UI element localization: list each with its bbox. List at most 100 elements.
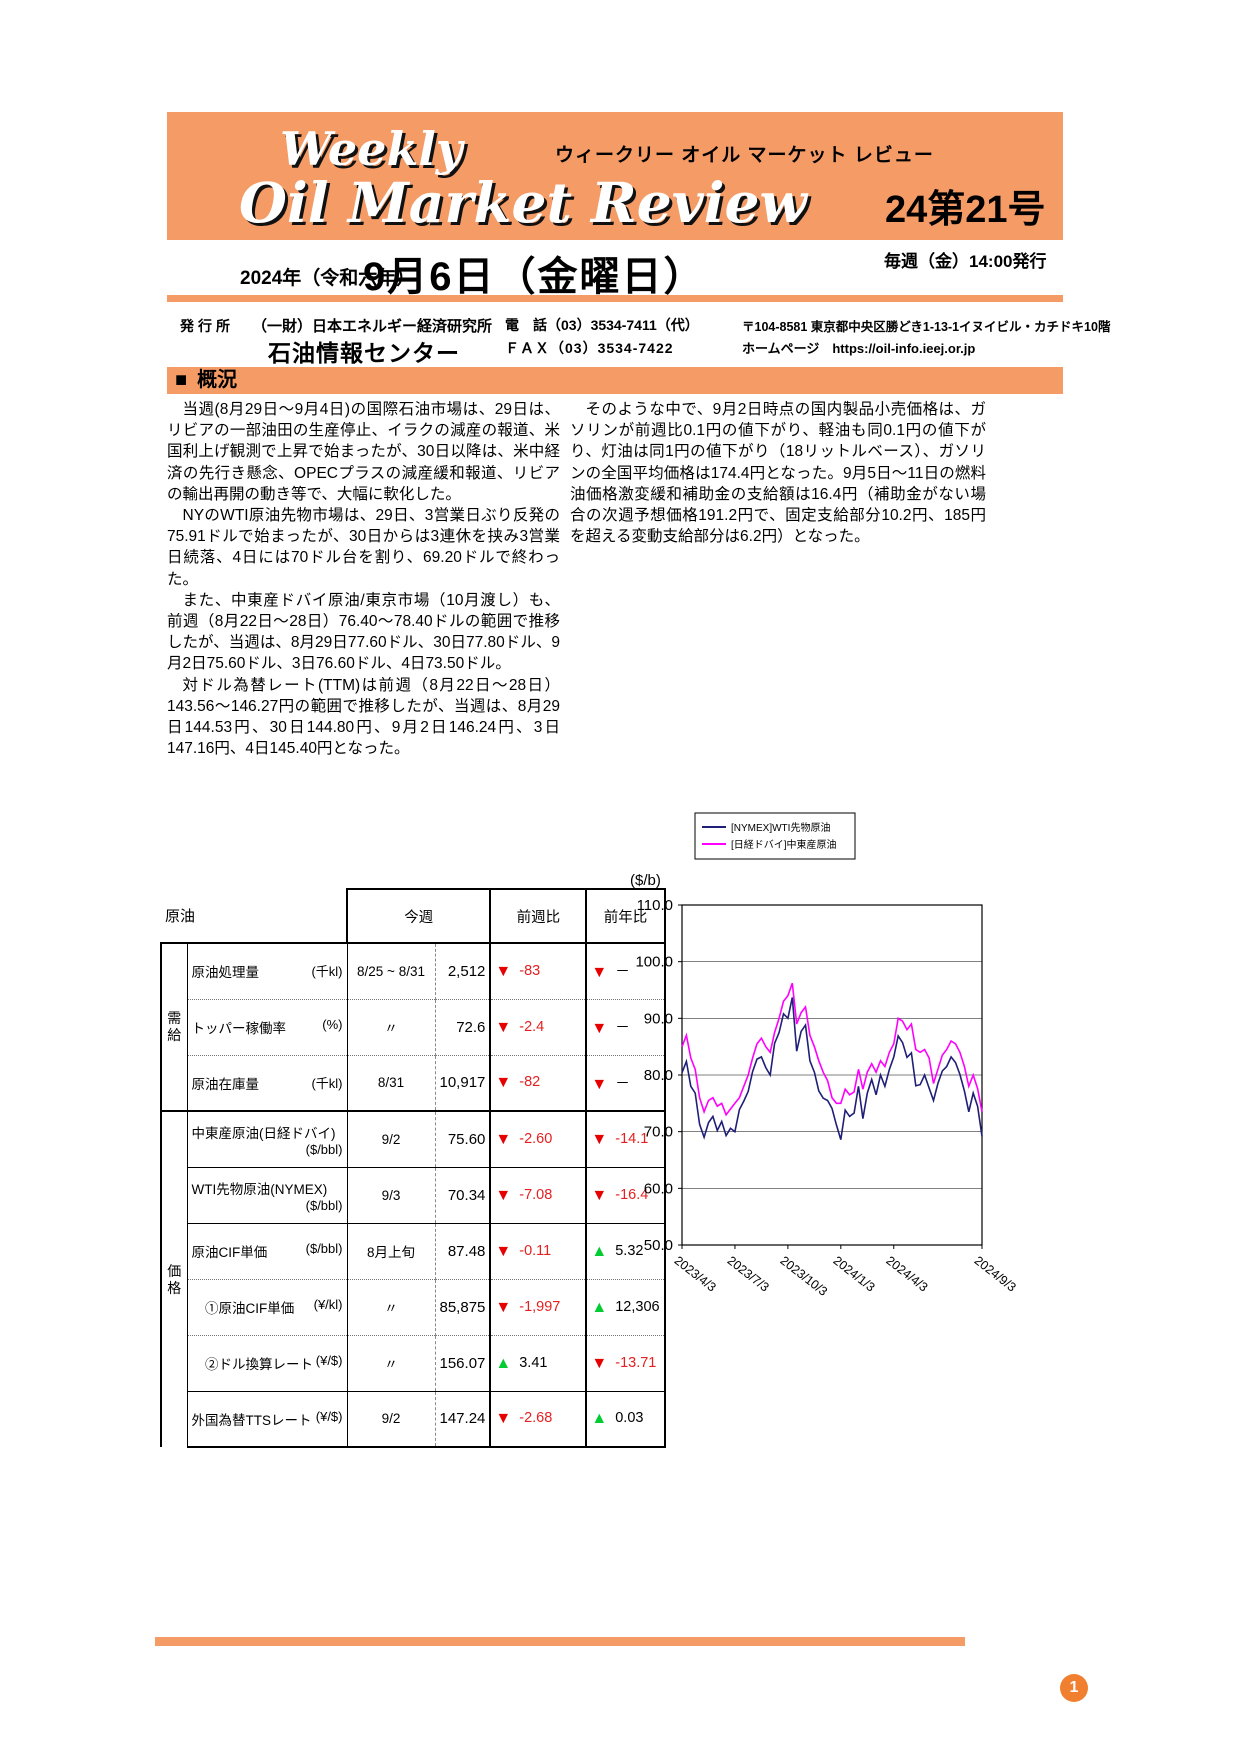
- down-triangle-icon: ▼: [591, 1186, 608, 1204]
- section-heading-overview: ■ 概況: [167, 367, 1063, 394]
- table-row: トッパー稼働率 (%) 〃 72.6 ▼ -2.4 ▼ －: [161, 998, 666, 1055]
- y-tick-label: 110.0: [637, 897, 673, 914]
- down-triangle-icon: ▼: [495, 1186, 512, 1204]
- this-week-value: 87.48: [434, 1222, 491, 1279]
- section-heading-text: 概況: [197, 369, 238, 391]
- up-triangle-icon: ▲: [591, 1298, 608, 1316]
- table-row: 原油在庫量 (千kl) 8/31 10,917 ▼ -82 ▼ －: [161, 1054, 666, 1111]
- y-axis-unit-label: ($/b): [630, 872, 661, 889]
- legend-label: [NYMEX]WTI先物原油: [731, 821, 830, 834]
- issue-number: 24第21号: [885, 189, 1046, 231]
- yoy-change: ▲ 0.03: [585, 1390, 666, 1448]
- this-week-value: 85,875: [434, 1278, 491, 1335]
- x-tick-label: 2023/10/3: [778, 1253, 830, 1298]
- item-label: 中東産原油(日経ドバイ) ($/bbl): [187, 1110, 348, 1167]
- table-row: 需給原油処理量 (千kl) 8/25 ~ 8/31 2,512 ▼ -83 ▼ －: [160, 942, 666, 1111]
- y-tick-label: 50.0: [644, 1237, 673, 1254]
- orange-divider-rule: [167, 295, 1063, 302]
- paragraph: 当週(8月29日～9月4日)の国際石油市場は、29日は、リビアの一部油田の生産停…: [167, 401, 560, 503]
- paragraph: また、中東産ドバイ原油/東京市場（10月渡し）も、前週（8月22日～28日）76…: [167, 591, 560, 673]
- period: 8/25 ~ 8/31: [347, 942, 435, 999]
- publisher-label: 発行所: [180, 318, 234, 334]
- period: 9/3: [347, 1166, 435, 1223]
- item-label: トッパー稼働率 (%): [187, 998, 348, 1055]
- price-chart: 50.0 60.0 70.0 80.0 90.0 100.0 110.0 ($/b) 2023/…: [600, 795, 1070, 1325]
- title-oil-market-review: Oil Market Review: [239, 170, 807, 235]
- x-tick-label: 2024/4/3: [883, 1253, 930, 1294]
- x-tick-label: 2023/7/3: [725, 1253, 772, 1294]
- down-triangle-icon: ▼: [591, 1020, 608, 1037]
- publisher-center-name: 石油情報センター: [268, 340, 460, 366]
- group-label: 需給: [160, 942, 188, 1111]
- legend-label: [日経ドバイ]中東産原油: [731, 838, 837, 851]
- black-square-icon: ■: [175, 369, 188, 391]
- yoy-change: ▼ -16.4: [585, 1166, 666, 1223]
- down-triangle-icon: ▼: [591, 1075, 608, 1093]
- table-corner-label: 原油: [165, 908, 196, 925]
- yoy-change: ▼ －: [585, 1054, 666, 1111]
- wow-change: ▲ 3.41: [489, 1334, 587, 1391]
- up-triangle-icon: ▲: [495, 1354, 512, 1372]
- down-triangle-icon: ▼: [495, 1074, 512, 1092]
- down-triangle-icon: ▼: [495, 1410, 512, 1428]
- paragraph: 対ドル為替レート(TTM)は前週（8月22日～28日）143.56～146.27…: [167, 676, 560, 758]
- y-tick-label: 60.0: [644, 1180, 673, 1197]
- wow-change: ▼ -0.11: [489, 1222, 587, 1279]
- wow-change: ▼ -2.4: [489, 998, 587, 1055]
- series-line: [681, 997, 983, 1140]
- yoy-change: ▼ －: [585, 942, 666, 999]
- item-label: 原油CIF単価 ($/bbl): [187, 1222, 348, 1279]
- group-label: 価格: [160, 1110, 188, 1447]
- period: 〃: [347, 1278, 435, 1335]
- this-week-value: 10,917: [434, 1054, 491, 1111]
- up-triangle-icon: ▲: [591, 1410, 608, 1428]
- period: 9/2: [347, 1110, 435, 1167]
- this-week-value: 75.60: [434, 1110, 491, 1167]
- period: 〃: [347, 1334, 435, 1391]
- down-triangle-icon: ▼: [495, 1242, 512, 1260]
- table-row: 外国為替TTSレート (¥/$) 9/2 147.24 ▼ -2.68 ▲ 0.03: [161, 1390, 666, 1448]
- column-header-yoy: 前年比: [585, 888, 666, 944]
- y-tick-label: 100.0: [635, 954, 673, 971]
- year-label: 2024年（令和六年）: [240, 268, 416, 289]
- wow-change: ▼ -83: [489, 942, 587, 999]
- wow-change: ▼ -2.60: [489, 1110, 587, 1167]
- crude-table-body: 需給原油処理量 (千kl) 8/25 ~ 8/31 2,512 ▼ -83 ▼ －トッパー稼働…: [160, 942, 666, 1448]
- period: 8/31: [347, 1054, 435, 1111]
- publication-schedule: 毎週（金）14:00発行: [884, 252, 1047, 271]
- yoy-change: ▲ 12,306: [585, 1278, 666, 1335]
- item-label: WTI先物原油(NYMEX) ($/bbl): [187, 1166, 348, 1223]
- yoy-change: ▼ -14.1: [585, 1110, 666, 1167]
- y-tick-label: 80.0: [644, 1067, 673, 1084]
- down-triangle-icon: ▼: [591, 1354, 608, 1372]
- publisher-homepage-link[interactable]: ホームページ https://oil-info.ieej.or.jp: [742, 341, 976, 356]
- publisher-org: （一財）日本エネルギー経済研究所: [252, 318, 493, 335]
- down-triangle-icon: ▼: [495, 1018, 512, 1036]
- item-label: ①原油CIF単価 (¥/kl): [187, 1278, 348, 1335]
- y-tick-label: 90.0: [644, 1010, 673, 1027]
- this-week-value: 2,512: [434, 942, 491, 999]
- legend-box: [694, 812, 856, 860]
- overview-left-column: 当週(8月29日～9月4日)の国際石油市場は、29日は、リビアの一部油田の生産停…: [167, 399, 560, 759]
- down-triangle-icon: ▼: [591, 964, 608, 982]
- column-header-wow: 前週比: [489, 888, 588, 944]
- up-triangle-icon: ▲: [591, 1242, 608, 1260]
- this-week-value: 147.24: [434, 1390, 491, 1448]
- period: 9/2: [347, 1390, 435, 1448]
- down-triangle-icon: ▼: [495, 1298, 512, 1316]
- yoy-change: ▲ 5.32: [585, 1222, 666, 1279]
- publisher-address: 〒104-8581 東京都中央区勝どき1-13-1イヌイビル・カチドキ10階: [742, 320, 1111, 334]
- down-triangle-icon: ▼: [495, 1130, 512, 1148]
- wow-change: ▼ -2.68: [489, 1390, 587, 1448]
- item-label: ②ドル換算レート (¥/$): [187, 1334, 348, 1391]
- item-label: 原油処理量 (千kl): [187, 942, 348, 999]
- title-katakana-subtitle: ウィークリー オイル マーケット レビュー: [555, 145, 934, 166]
- wow-change: ▼ -82: [489, 1054, 587, 1111]
- wow-change: ▼ -7.08: [489, 1166, 587, 1223]
- wow-change: ▼ -1,997: [489, 1278, 587, 1335]
- x-tick-label: 2024/1/3: [831, 1253, 878, 1294]
- this-week-value: 70.34: [434, 1166, 491, 1223]
- table-row: 価格中東産原油(日経ドバイ) ($/bbl) 9/2 75.60 ▼ -2.60 ▼ -14.…: [160, 1110, 666, 1447]
- paragraph: そのような中で、9月2日時点の国内製品小売価格は、ガソリンが前週比0.1円の値下…: [570, 401, 986, 546]
